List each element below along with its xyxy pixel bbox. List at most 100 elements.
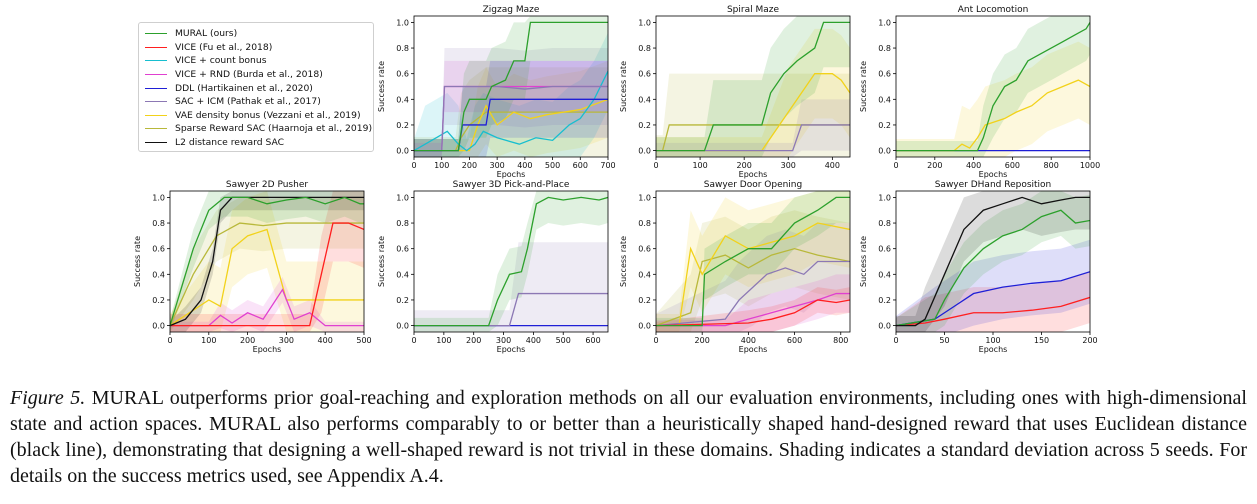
x-tick-label: 200 [737,161,752,170]
series-band [170,197,364,332]
series-band [896,271,1090,332]
series-band [656,191,850,332]
x-tick-label: 100 [434,161,449,170]
x-tick-label: 0 [411,336,416,345]
y-tick-label: 1.0 [396,18,409,27]
y-axis-label: Success rate [133,236,142,287]
series-band [656,73,850,157]
series-line [656,248,850,327]
y-tick-label: 0.2 [396,121,409,130]
plot-area [656,191,850,332]
plot-area [656,16,850,157]
legend-swatch [145,60,167,62]
chart-title: Spiral Maze [727,5,780,15]
caption-text: MURAL outperforms prior goal-reaching an… [10,387,1247,487]
legend-item: VAE density bonus (Vezzani et al., 2019) [145,109,367,123]
plot-frame [895,15,1091,158]
chart-title: Sawyer 2D Pusher [226,180,308,190]
series-line [656,21,850,152]
legend-swatch [145,33,167,35]
caption-label: Figure 5. [10,387,86,409]
y-tick-label: 0.2 [878,296,891,305]
chart-panel: Sawyer DHand Reposition 0 50 100 150 200 0.0 0.… [859,180,1098,354]
x-tick-label: 600 [573,161,588,170]
plot-area [170,191,364,332]
series-line [656,124,850,152]
x-tick-label: 400 [741,336,756,345]
y-tick-label: 0.4 [878,270,891,279]
plot-frame [655,15,851,158]
x-tick-label: 400 [318,336,333,345]
y-tick-label: 1.0 [396,193,409,202]
y-axis-label: Success rate [619,61,628,112]
series-band [414,191,608,332]
series-line [656,73,850,152]
x-tick-label: 0 [411,161,416,170]
x-tick-label: 500 [545,161,560,170]
series-line [656,299,850,327]
x-tick-label: 800 [833,336,848,345]
x-tick-label: 0 [893,161,898,170]
y-tick-label: 0.8 [396,44,409,53]
x-tick-label: 1000 [1080,161,1100,170]
legend-item: MURAL (ours) [145,27,367,41]
y-tick-label: 0.8 [152,219,165,228]
y-tick-label: 0.2 [152,296,165,305]
chart-panel: Sawyer 2D Pusher 0 100 200 300 400 500 0.0 0.2 0.… [133,180,372,354]
series-line [896,196,1090,327]
y-axis-label: Success rate [619,236,628,287]
x-axis-label: Epochs [739,170,768,179]
series-band [656,210,850,332]
x-tick-label: 700 [600,161,615,170]
chart-title: Sawyer 3D Pick-and-Place [453,180,570,190]
series-line [170,222,364,327]
x-tick-label: 100 [985,336,1000,345]
series-band [896,191,1090,332]
y-tick-label: 0.6 [878,70,891,79]
legend-label: SAC + ICM (Pathak et al., 2017) [175,96,321,108]
series-band [170,191,364,332]
x-tick-label: 0 [167,336,172,345]
x-tick-label: 50 [939,336,949,345]
x-axis-label: Epochs [497,170,526,179]
plot-frame [169,190,365,333]
plot-frame [413,190,609,333]
legend-label: MURAL (ours) [175,28,238,40]
x-axis-label: Epochs [979,170,1008,179]
y-tick-label: 0.6 [878,245,891,254]
y-tick-label: 0.0 [878,147,891,156]
y-tick-label: 1.0 [878,193,891,202]
y-axis-label: Success rate [859,61,868,112]
legend-item: VICE + count bonus [145,54,367,68]
legend-item: Sparse Reward SAC (Haarnoja et al., 2019… [145,122,372,136]
y-tick-label: 0.8 [878,44,891,53]
x-tick-label: 0 [653,336,658,345]
y-tick-label: 0.2 [878,121,891,130]
chart-title: Sawyer DHand Reposition [935,180,1052,190]
series-line [896,22,1090,152]
legend-label: L2 distance reward SAC [175,137,285,149]
series-band [896,191,1090,332]
y-tick-label: 0.8 [396,219,409,228]
y-tick-label: 0.8 [878,219,891,228]
y-tick-label: 0.0 [878,322,891,331]
chart-title: Sawyer Door Opening [704,180,802,190]
legend-swatch [145,114,167,116]
legend-swatch [145,142,167,144]
y-tick-label: 0.0 [152,322,165,331]
legend-swatch [145,46,167,48]
x-tick-label: 600 [787,336,802,345]
x-axis-label: Epochs [253,345,282,354]
x-tick-label: 100 [436,336,451,345]
series-band [170,191,364,332]
series-band [656,191,850,332]
x-tick-label: 300 [781,161,796,170]
chart-title: Zigzag Maze [483,5,540,15]
y-tick-label: 0.6 [396,245,409,254]
legend-item: VICE + RND (Burda et al., 2018) [145,68,367,82]
y-tick-label: 0.6 [638,70,651,79]
x-tick-label: 200 [695,336,710,345]
y-tick-label: 0.4 [638,270,651,279]
